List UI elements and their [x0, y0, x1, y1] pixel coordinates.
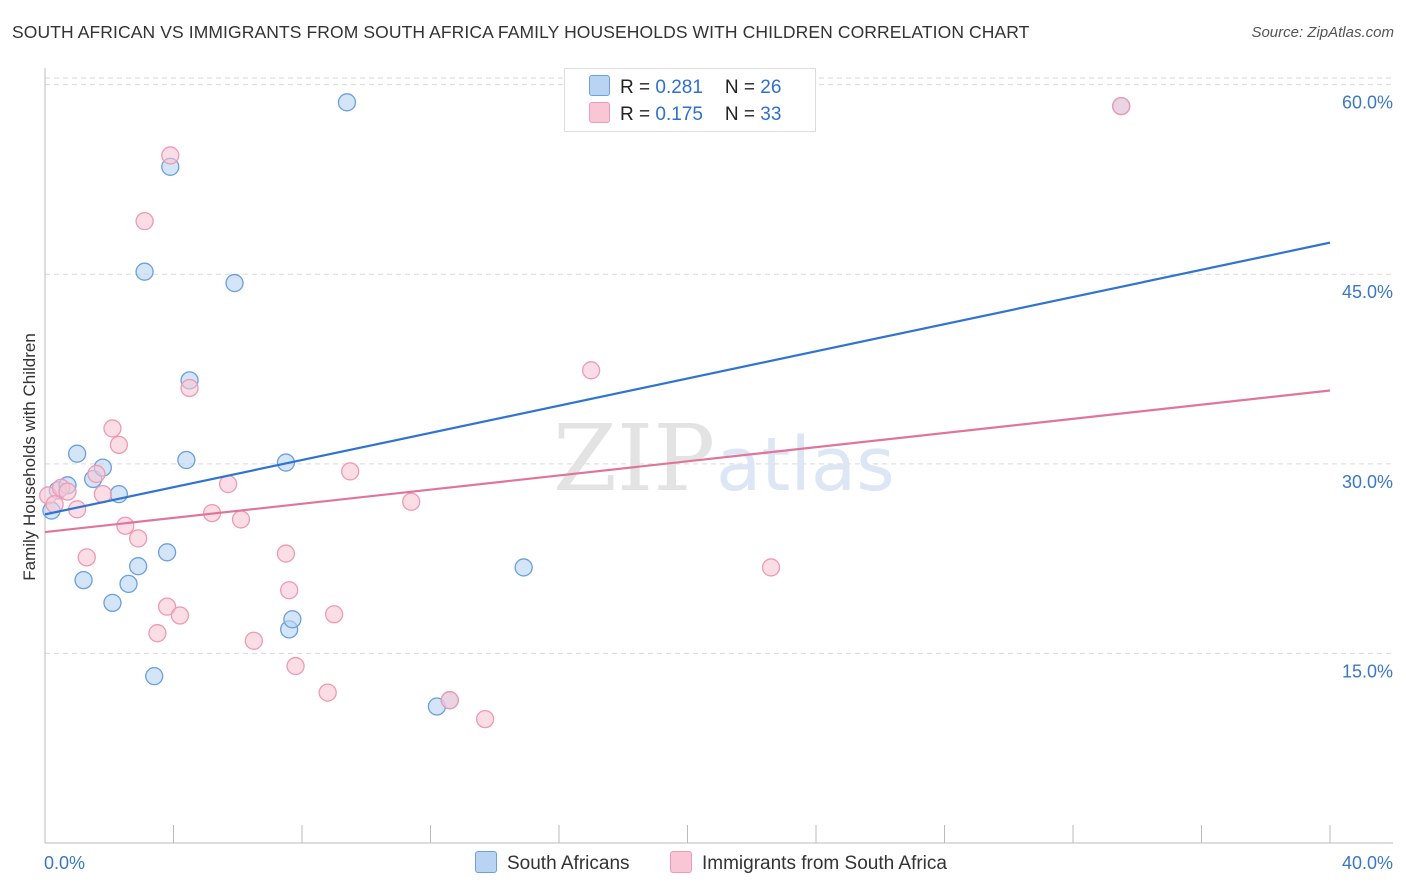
data-point [74, 570, 93, 590]
tick-labels: 15.0% 30.0% 45.0% 60.0% 0.0% 40.0% [44, 93, 1393, 873]
data-point [135, 262, 154, 281]
data-point [177, 450, 196, 470]
data-point [119, 574, 138, 594]
data-point [475, 709, 495, 729]
legend-n-label: N = [724, 104, 761, 125]
data-point [161, 146, 180, 165]
data-point [103, 593, 122, 613]
data-point [218, 474, 238, 494]
bottom-legend-south-africans: South Africans [475, 851, 630, 875]
x-tick-label: 0.0% [44, 853, 85, 873]
bottom-legend-label: Immigrants from South Africa [702, 853, 947, 874]
chart-title: SOUTH AFRICAN VS IMMIGRANTS FROM SOUTH A… [12, 22, 1030, 42]
data-point [170, 606, 190, 625]
data-point [286, 656, 305, 676]
trend-line [44, 389, 1331, 534]
data-point [276, 544, 296, 563]
data-point [283, 610, 302, 629]
data-point [77, 548, 96, 567]
legend-swatch-blue [589, 75, 610, 96]
bottom-legend-swatch-blue [475, 851, 497, 873]
series-immigrants [39, 96, 1131, 729]
data-point [157, 543, 177, 562]
data-point [318, 683, 337, 702]
legend-r-value: 0.281 [655, 77, 703, 98]
data-point [135, 211, 154, 231]
data-point [129, 529, 148, 548]
data-point [225, 273, 244, 293]
grid-lines [45, 77, 1393, 654]
watermark: ZIP atlas [553, 405, 895, 512]
y-tick-label: 15.0% [1342, 661, 1393, 681]
y-tick-label: 60.0% [1342, 93, 1393, 113]
data-point [157, 597, 177, 616]
legend-n-label: N = [724, 77, 761, 98]
x-tick-label: 40.0% [1342, 853, 1393, 873]
watermark-atlas: atlas [716, 422, 895, 508]
data-point [324, 605, 344, 624]
data-point [279, 581, 299, 600]
data-point [103, 419, 122, 438]
legend-n-value: 33 [760, 104, 782, 125]
source-label: Source: ZipAtlas.com [1251, 24, 1394, 41]
data-point [244, 631, 263, 650]
data-point [145, 667, 164, 686]
data-point [337, 93, 357, 112]
data-point [402, 492, 421, 511]
legend: R = 0.281 N = 26 R = 0.175 N = 33 [564, 68, 816, 132]
data-point [761, 558, 781, 577]
legend-swatch-pink [589, 102, 610, 123]
legend-r-value: 0.175 [655, 104, 703, 125]
data-point [514, 558, 533, 577]
legend-n-value: 26 [760, 77, 782, 98]
legend-r-label: R = [620, 104, 656, 125]
data-point [148, 624, 167, 643]
data-point [341, 462, 360, 481]
data-point [67, 444, 87, 463]
legend-r-label: R = [620, 77, 656, 98]
data-point [440, 691, 459, 710]
legend-row-immigrants: R = 0.175 N = 33 [589, 102, 781, 128]
watermark-zip: ZIP [553, 405, 715, 512]
data-point [180, 378, 199, 398]
y-axis-label: Family Households with Children [20, 333, 39, 581]
data-point [581, 361, 601, 380]
data-point [87, 464, 106, 484]
bottom-legend-swatch-pink [670, 851, 692, 873]
bottom-legend-label: South Africans [507, 853, 630, 874]
data-point [58, 482, 77, 501]
data-point [1112, 96, 1131, 116]
trend-line [44, 241, 1331, 516]
legend-row-south-africans: R = 0.281 N = 26 [589, 75, 781, 101]
y-tick-label: 45.0% [1342, 282, 1393, 302]
data-point [129, 557, 148, 576]
y-tick-label: 30.0% [1342, 472, 1393, 492]
data-point [109, 435, 129, 455]
data-point [231, 510, 251, 529]
bottom-legend-immigrants: Immigrants from South Africa [670, 851, 947, 875]
trend-lines [44, 241, 1331, 534]
axes [44, 68, 1393, 844]
data-point [116, 516, 135, 535]
